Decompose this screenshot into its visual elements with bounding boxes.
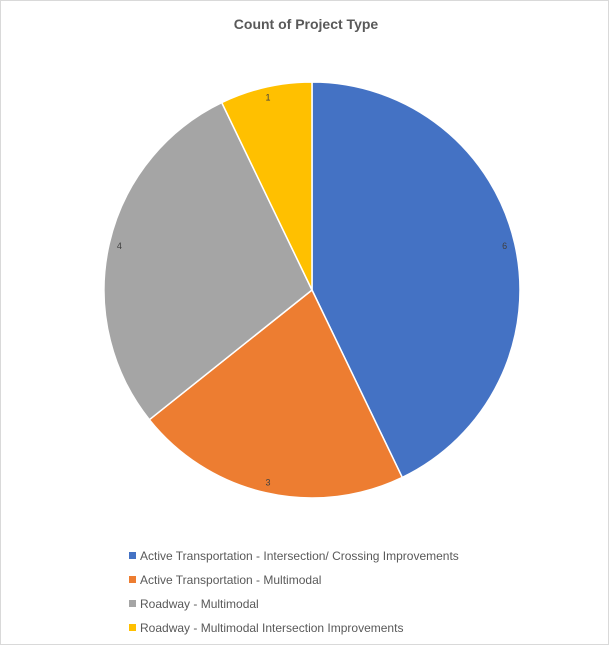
pie-chart: 6 3 4 1 [103,81,521,499]
legend-label: Roadway - Multimodal [140,596,259,611]
legend-item: Active Transportation - Multimodal [129,570,459,589]
legend-item: Active Transportation - Intersection/ Cr… [129,546,459,565]
pie-slice [311,81,521,479]
legend-label: Active Transportation - Multimodal [140,572,322,587]
legend-label: Roadway - Multimodal Intersection Improv… [140,620,404,635]
chart-legend: Active Transportation - Intersection/ Cr… [129,546,459,642]
slice-data-label: 4 [117,241,122,251]
chart-title: Count of Project Type [233,16,379,32]
slice-data-label: 3 [266,478,271,488]
legend-label: Active Transportation - Intersection/ Cr… [140,548,459,563]
pie-slice [220,81,313,291]
legend-swatch [129,576,136,583]
legend-swatch [129,600,136,607]
legend-item: Roadway - Multimodal Intersection Improv… [129,618,459,637]
legend-item: Roadway - Multimodal [129,594,459,613]
pie-slice [148,288,404,499]
legend-swatch [129,624,136,631]
slice-data-label: 1 [266,92,271,102]
pie-slice [103,101,313,421]
legend-swatch [129,552,136,559]
slice-data-label: 6 [502,241,507,251]
